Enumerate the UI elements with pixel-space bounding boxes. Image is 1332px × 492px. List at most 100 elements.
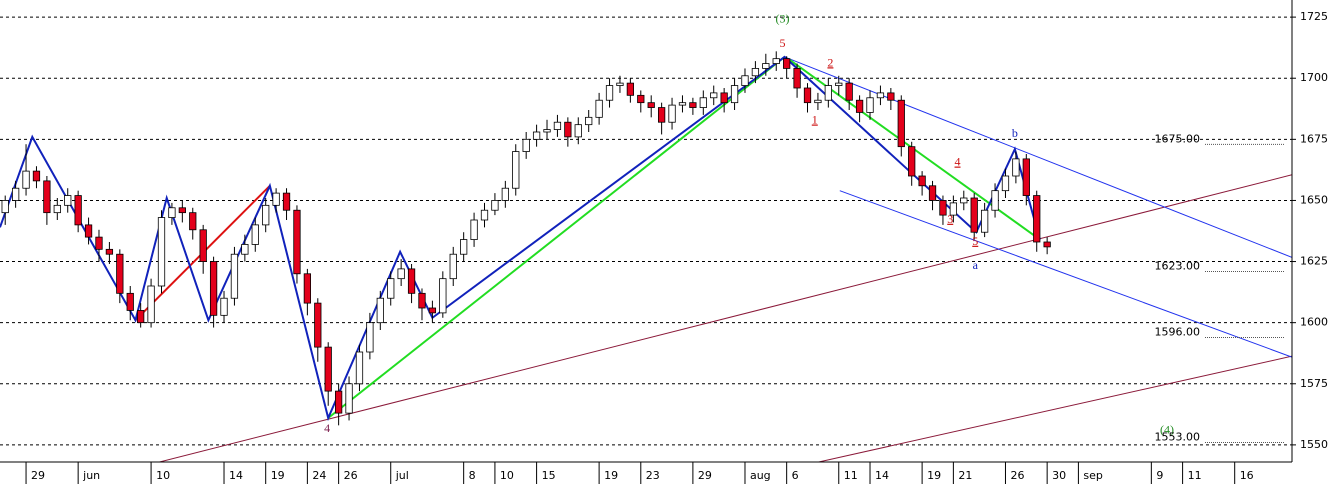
candle-body [897, 99, 905, 148]
candle-body [189, 212, 197, 231]
candle-body [532, 131, 541, 140]
wave-label: b [1012, 126, 1018, 140]
candle-body [1043, 241, 1051, 248]
candle-body [355, 351, 364, 385]
y-tick-label: 1625 [1300, 255, 1328, 268]
candle-body [137, 310, 145, 324]
candle-body [543, 129, 551, 133]
x-tick-label: 30 [1052, 469, 1066, 482]
candle-body [720, 92, 728, 104]
candle-body [220, 297, 228, 316]
candle-body [689, 102, 697, 108]
candle-body [178, 207, 186, 214]
candle-body [1022, 158, 1030, 196]
x-tick-label: 29 [698, 469, 712, 482]
candle-body [512, 151, 520, 189]
candle-body [95, 236, 103, 250]
candle-body [230, 253, 239, 299]
y-tick-label: 1650 [1300, 193, 1328, 206]
candle-body [949, 202, 958, 216]
candle-body [647, 102, 655, 108]
wave-label: 1 [812, 113, 818, 127]
y-tick-label: 1575 [1300, 377, 1328, 390]
x-tick-label: jun [82, 469, 100, 482]
candle-body [626, 82, 635, 96]
candle-body [866, 97, 874, 113]
candle-body [32, 170, 41, 182]
candle-body [741, 75, 749, 86]
x-tick-label: 26 [344, 469, 358, 482]
candle-body [345, 383, 353, 414]
candle-body [460, 239, 468, 255]
candle-body [595, 99, 603, 118]
candle-body [522, 138, 530, 152]
candle-body [168, 207, 176, 218]
candle-body [53, 204, 61, 214]
candle-body [241, 244, 249, 255]
candle-body [824, 85, 832, 101]
candle-body [397, 268, 405, 280]
candle-body [980, 209, 989, 233]
x-tick-label: 6 [792, 469, 799, 482]
trend-line [327, 56, 786, 419]
candle-body [574, 124, 582, 138]
x-tick-label: 21 [958, 469, 972, 482]
x-tick-label: 8 [469, 469, 476, 482]
candle-body [1001, 175, 1010, 192]
candle-body [501, 187, 509, 201]
candle-body [772, 58, 780, 64]
candle-body [970, 197, 978, 233]
wave-label: 4 [324, 421, 330, 435]
candle-body [209, 261, 218, 316]
x-tick-label: sep [1083, 469, 1102, 482]
candle-body [293, 209, 301, 275]
candle-body [251, 224, 259, 245]
candle-body [366, 322, 374, 353]
candle-body [637, 94, 645, 104]
candle-body [657, 107, 666, 123]
grid [0, 16, 1296, 484]
candle-body [126, 292, 134, 311]
trend-line [816, 355, 1292, 462]
candle-body [449, 253, 457, 280]
candle-body [876, 92, 885, 99]
candle-body [616, 82, 624, 86]
candle-body [814, 99, 822, 104]
x-tick-label: aug [750, 469, 771, 482]
candle-body [303, 273, 312, 304]
candle-body [439, 278, 447, 314]
candle-body [272, 192, 280, 206]
candle-body [991, 190, 999, 211]
price-level-label: 1596.00 [1155, 325, 1201, 338]
candle-body [803, 87, 812, 104]
candle-body [262, 204, 270, 226]
candle-body [470, 219, 478, 240]
candle-body [428, 307, 437, 314]
candle-body [334, 390, 343, 414]
x-tick-label: 16 [1240, 469, 1254, 482]
candle-body [918, 175, 926, 187]
candle-body [605, 85, 614, 101]
price-level-label: 1675.00 [1155, 132, 1201, 145]
candle-body [199, 229, 207, 262]
candle-body [1, 200, 9, 214]
candle-body [564, 121, 572, 138]
y-tick-label: 1550 [1300, 438, 1328, 451]
candle-body [1033, 195, 1041, 243]
y-tick-label: 1675 [1300, 132, 1328, 145]
candle-body [157, 217, 166, 287]
y-tick-label: 1600 [1300, 316, 1328, 329]
candle-body [324, 346, 332, 392]
candle-body [1012, 158, 1020, 177]
x-tick-label: 19 [927, 469, 941, 482]
x-tick-label: 24 [312, 469, 326, 482]
wave-label: 5 [779, 36, 785, 50]
candle-body [762, 63, 770, 69]
candle-body [407, 268, 416, 294]
wave-label: 3 [947, 212, 953, 226]
x-tick-label: 11 [844, 469, 858, 482]
candle-body [887, 92, 895, 101]
x-tick-label: 29 [31, 469, 45, 482]
x-tick-label: jul [395, 469, 409, 482]
